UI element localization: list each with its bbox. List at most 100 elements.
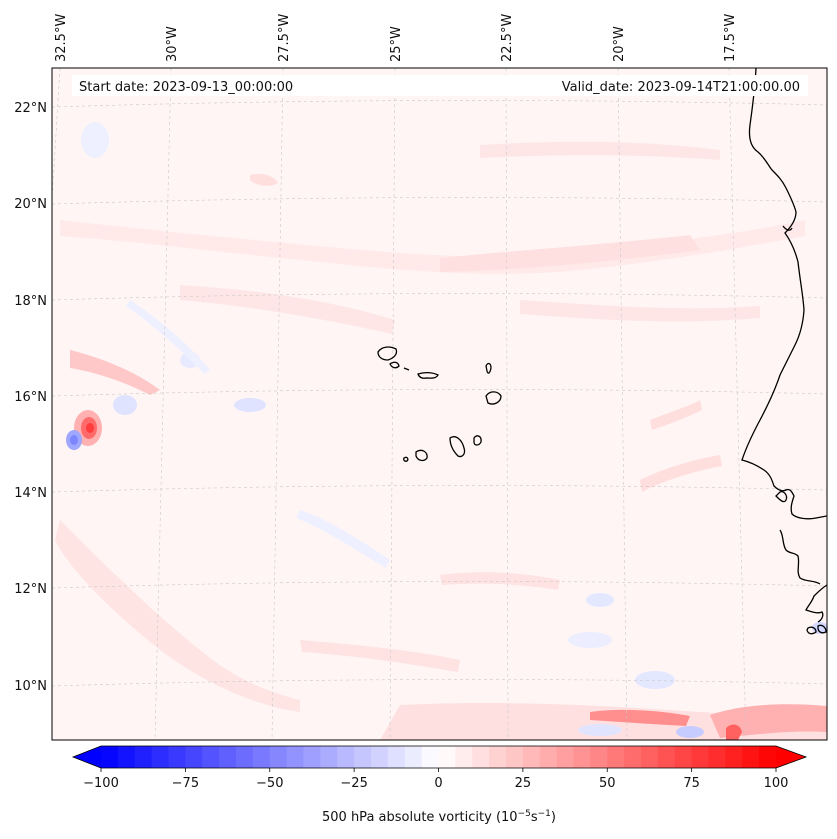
coast-detail xyxy=(775,490,788,503)
colorbar-segment xyxy=(236,746,254,768)
vorticity-min xyxy=(578,724,622,736)
longitude-label: 30°W xyxy=(165,26,180,62)
colorbar-segment xyxy=(742,746,760,768)
vorticity-streak xyxy=(380,702,827,740)
meridian xyxy=(389,67,396,741)
colorbar-ticks: −100 −75 −50 −25 0 25 50 75 100 xyxy=(83,768,788,791)
colorbar-segment xyxy=(371,746,389,768)
longitude-label: 20°W xyxy=(612,26,627,62)
parallel xyxy=(51,485,828,493)
colorbar-segment xyxy=(168,746,186,768)
colorbar-segment xyxy=(387,746,406,768)
vorticity-streak xyxy=(180,285,395,334)
longitude-label: 27.5°W xyxy=(277,14,292,62)
colorbar-segment xyxy=(269,746,288,768)
meridian xyxy=(728,67,747,741)
meridian xyxy=(617,67,628,741)
island-maio xyxy=(473,435,482,446)
colorbar-segment xyxy=(202,746,220,768)
colorbar-extend-high xyxy=(776,746,806,768)
colorbar-segment xyxy=(219,746,237,768)
colorbar-segment xyxy=(641,746,659,768)
colorbar-segment xyxy=(438,746,456,768)
colorbar-tick-label: 50 xyxy=(599,776,616,791)
colorbar-tick-label: −75 xyxy=(172,776,199,791)
africa-coastline xyxy=(741,67,828,520)
colorbar-segment xyxy=(759,746,777,768)
vorticity-min xyxy=(676,726,704,738)
colorbar-label-exp1: −5 xyxy=(518,809,531,819)
colorbar-segment xyxy=(573,746,591,768)
guinea-bissau-coast xyxy=(805,584,828,623)
colorbar-segment xyxy=(455,746,473,768)
meridian xyxy=(154,67,172,741)
island-boa-vista xyxy=(485,391,502,405)
colorbar-segment xyxy=(506,746,524,768)
island-brava xyxy=(403,456,409,462)
coastlines xyxy=(377,67,828,635)
parallel xyxy=(51,581,828,589)
colorbar-segment xyxy=(539,746,558,768)
colorbar: −100 −75 −50 −25 0 25 50 75 100 500 hPa absolute… xyxy=(71,745,808,825)
colorbar-segment xyxy=(421,746,440,768)
colorbar-segment xyxy=(590,746,608,768)
vorticity-min xyxy=(568,632,612,648)
colorbar-tick-label: −100 xyxy=(83,776,119,791)
island-santo-antao xyxy=(377,346,398,361)
vorticity-streak xyxy=(650,400,702,430)
meridian xyxy=(271,67,284,741)
latitude-label: 20°N xyxy=(14,197,47,212)
colorbar-tick-label: 0 xyxy=(434,776,442,791)
longitude-label: 22.5°W xyxy=(500,14,515,62)
vorticity-min xyxy=(296,510,390,568)
vorticity-streak xyxy=(440,572,560,590)
colorbar-segment xyxy=(101,746,119,768)
colorbar-tick-label: −50 xyxy=(256,776,283,791)
colorbar-label-suffix: ) xyxy=(551,810,556,825)
colorbar-segments xyxy=(101,746,777,768)
parallel xyxy=(51,293,828,301)
vorticity-streak xyxy=(300,640,460,672)
longitude-label: 25°W xyxy=(389,26,404,62)
island-santa-luzia xyxy=(403,367,410,371)
vorticity-min xyxy=(234,398,266,412)
info-bar-background xyxy=(72,75,808,96)
vorticity-streak xyxy=(590,709,690,726)
parallel xyxy=(51,389,828,397)
vorticity-min xyxy=(70,435,78,445)
meridian xyxy=(51,67,61,201)
colorbar-tick-label: −25 xyxy=(340,776,367,791)
colorbar-tick-label: 100 xyxy=(764,776,789,791)
bissagos-island xyxy=(817,624,827,634)
colorbar-segment xyxy=(185,746,203,768)
vorticity-min xyxy=(586,593,614,607)
colorbar-segment xyxy=(404,746,423,768)
vorticity-min xyxy=(81,122,109,158)
colorbar-label-exp2: −1 xyxy=(538,809,551,819)
start-date-text: Start date: 2023-09-13_00:00:00 xyxy=(79,80,293,95)
coast-detail xyxy=(779,529,821,585)
vorticity-streak xyxy=(60,220,805,274)
colorbar-segment xyxy=(151,746,170,768)
colorbar-segment xyxy=(303,746,321,768)
colorbar-segment xyxy=(657,746,676,768)
island-fogo xyxy=(415,449,428,462)
colorbar-label: 500 hPa absolute vorticity (10−5s−1) xyxy=(322,809,556,825)
map-figure: Start date: 2023-09-13_00:00:00 Valid_da… xyxy=(14,14,828,825)
colorbar-segment xyxy=(624,746,642,768)
colorbar-segment xyxy=(674,746,693,768)
longitude-labels: 32.5°W 30°W 27.5°W 25°W 22.5°W 20°W 17.5… xyxy=(54,14,738,62)
colorbar-segment xyxy=(691,746,710,768)
valid-date-text: Valid_date: 2023-09-14T21:00:00.00 xyxy=(562,80,800,95)
graticule xyxy=(51,67,828,741)
latitude-label: 14°N xyxy=(14,486,47,501)
colorbar-tick-label: 25 xyxy=(515,776,532,791)
colorbar-tick-label: 75 xyxy=(683,776,700,791)
colorbar-segment xyxy=(522,746,541,768)
map-frame xyxy=(51,67,828,741)
parallel xyxy=(51,197,828,205)
colorbar-extend-low xyxy=(73,746,101,768)
vorticity-max xyxy=(86,423,94,433)
latitude-label: 12°N xyxy=(14,582,47,597)
vorticity-field xyxy=(55,122,828,740)
